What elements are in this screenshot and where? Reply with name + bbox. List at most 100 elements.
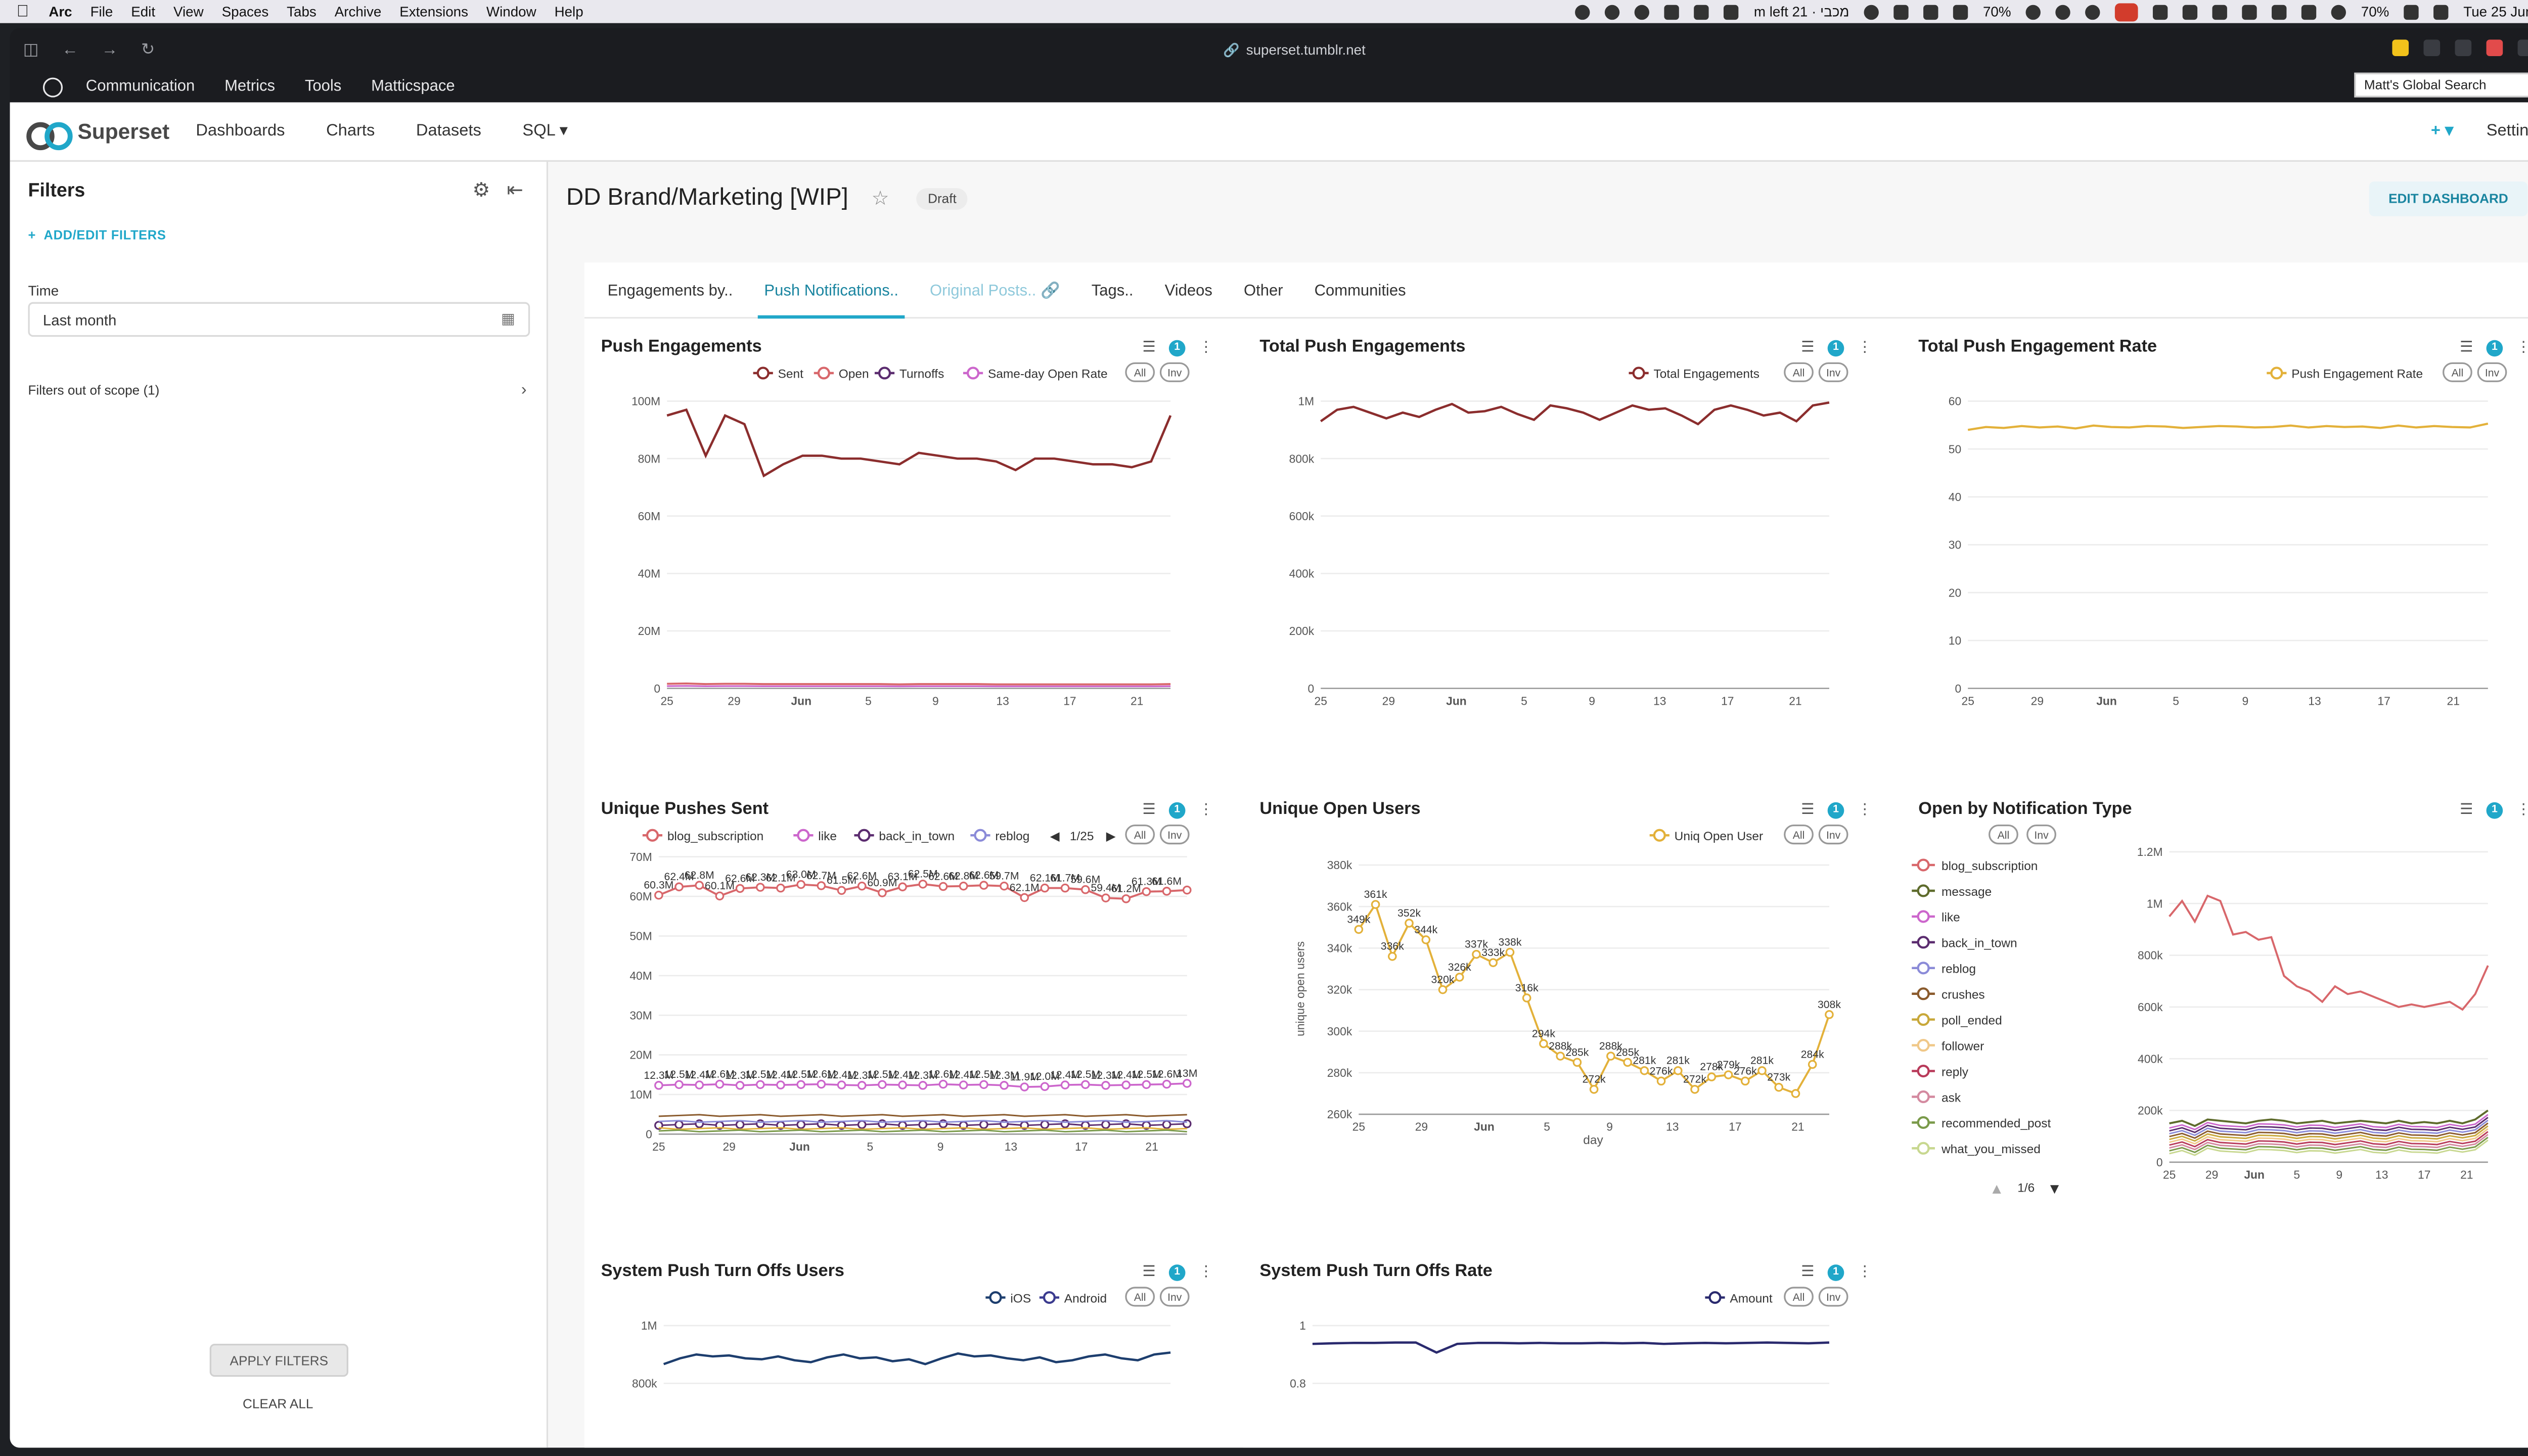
wifi-icon[interactable] (2331, 4, 2346, 19)
nav-datasets[interactable]: Datasets (416, 122, 481, 141)
menu-help[interactable]: Help (542, 3, 583, 20)
tab-communities[interactable]: Communities (1314, 282, 1406, 301)
extension-icon-1[interactable] (2392, 39, 2409, 57)
tray-icon-11[interactable] (2153, 4, 2168, 19)
filter-icon[interactable]: ☰ (2460, 338, 2473, 355)
filter-icon[interactable]: ☰ (2460, 800, 2473, 817)
new-plus-button[interactable]: + ▾ (2430, 122, 2454, 141)
filter-count-badge[interactable]: 1 (1827, 1263, 1844, 1281)
extension-icon-4[interactable] (2486, 39, 2503, 57)
back-icon[interactable]: ← (62, 40, 78, 59)
filter-icon[interactable]: ☰ (1801, 800, 1815, 817)
apply-filters-button[interactable]: APPLY FILTERS (209, 1343, 348, 1377)
filters-out-of-scope[interactable]: Filters out of scope (1) › (28, 381, 530, 399)
kebab-menu-icon[interactable]: ⋮ (1857, 800, 1872, 817)
input-source-icon[interactable] (2301, 4, 2317, 19)
kebab-menu-icon[interactable]: ⋮ (1198, 800, 1213, 817)
bookmark-tools[interactable]: Tools (304, 77, 342, 96)
nav-dashboards[interactable]: Dashboards (196, 122, 285, 141)
collapse-icon[interactable]: ⇤ (507, 178, 524, 202)
battery-icon[interactable] (2404, 4, 2419, 19)
tray-icon-5[interactable] (1724, 4, 1739, 19)
menu-archive[interactable]: Archive (322, 3, 382, 20)
tray-icon-4[interactable] (1664, 4, 1680, 19)
tab-original-posts[interactable]: Original Posts.. 🔗 (930, 262, 1060, 317)
control-center-icon[interactable] (2433, 4, 2449, 19)
menu-edit[interactable]: Edit (118, 3, 155, 20)
bluetooth-icon[interactable] (1694, 4, 1709, 19)
filter-count-badge[interactable]: 1 (2486, 801, 2503, 818)
bookmark-communication[interactable]: Communication (85, 77, 195, 96)
cloud-icon[interactable] (1864, 4, 1879, 19)
menu-extensions[interactable]: Extensions (387, 3, 468, 20)
kebab-menu-icon[interactable]: ⋮ (2516, 338, 2528, 356)
tray-icon-13[interactable] (2212, 4, 2228, 19)
tray-icon-12[interactable] (2183, 4, 2198, 19)
superset-logo[interactable]: Superset (26, 119, 169, 150)
filter-icon[interactable]: ☰ (1801, 1262, 1815, 1280)
url-bar[interactable]: 🔗 superset.tumblr.net (10, 41, 2528, 58)
filter-count-badge[interactable]: 1 (1827, 339, 1844, 356)
nav-sql[interactable]: SQL ▾ (522, 122, 568, 141)
bookmark-metrics[interactable]: Metrics (224, 77, 276, 96)
settings-menu[interactable]: Settings ▾ (2486, 122, 2528, 141)
filter-count-badge[interactable]: 1 (1827, 801, 1844, 818)
tray-icon-2[interactable] (1605, 4, 1620, 19)
extension-icon-2[interactable] (2423, 39, 2441, 57)
kebab-menu-icon[interactable]: ⋮ (1857, 338, 1872, 355)
tray-icon-3[interactable] (1635, 4, 1650, 19)
status-badge[interactable]: Draft (916, 188, 968, 210)
tray-icon-6[interactable] (1893, 4, 1909, 19)
filter-count-badge[interactable]: 1 (2486, 339, 2503, 356)
forward-icon[interactable]: → (101, 40, 118, 59)
tray-icon-9[interactable] (2025, 4, 2041, 19)
menu-clock[interactable]: Tue 25 Jun 14:39 (2463, 3, 2528, 20)
sidebar-toggle-icon[interactable]: ◫ (23, 40, 39, 59)
wordpress-icon[interactable] (42, 76, 63, 97)
tab-push-notifications[interactable]: Push Notifications.. (757, 262, 906, 319)
add-edit-filters-button[interactable]: + ADD/EDIT FILTERS (28, 228, 166, 243)
apple-icon[interactable]:  (17, 3, 29, 21)
tab-videos[interactable]: Videos (1164, 282, 1212, 301)
tray-icon-1[interactable] (1575, 4, 1591, 19)
filter-count-badge[interactable]: 1 (1168, 1263, 1186, 1281)
tray-calendar-text[interactable]: m left 21 · מכבי (1753, 3, 1849, 20)
edit-dashboard-button[interactable]: EDIT DASHBOARD (2369, 181, 2528, 216)
kebab-menu-icon[interactable]: ⋮ (2516, 801, 2528, 819)
filter-count-badge[interactable]: 1 (1168, 339, 1186, 356)
filter-count-badge[interactable]: 1 (1168, 801, 1186, 818)
extension-icon-5[interactable] (2517, 39, 2528, 57)
tab-engagements[interactable]: Engagements by.. (607, 282, 733, 301)
global-search-input[interactable]: Matt's Global Search (2354, 72, 2528, 98)
tab-tags[interactable]: Tags.. (1091, 282, 1134, 301)
filter-icon[interactable]: ☰ (1142, 1262, 1156, 1280)
dashboard-title[interactable]: DD Brand/Marketing [WIP] (566, 185, 848, 211)
reload-icon[interactable]: ↻ (141, 40, 155, 59)
bookmark-matticspace[interactable]: Matticspace (371, 77, 455, 96)
tray-icon-8[interactable] (1953, 4, 1968, 19)
menu-spaces[interactable]: Spaces (209, 3, 269, 20)
menu-view[interactable]: View (161, 3, 204, 20)
menu-file[interactable]: File (78, 3, 113, 20)
gear-icon[interactable]: ⚙ (472, 178, 490, 202)
extension-icon-3[interactable] (2455, 39, 2472, 57)
kebab-menu-icon[interactable]: ⋮ (1198, 1262, 1213, 1280)
star-icon[interactable]: ☆ (871, 186, 889, 210)
tray-icon-15[interactable] (2272, 4, 2287, 19)
time-filter-select[interactable]: Last month ▦ (28, 302, 530, 337)
clear-all-button[interactable]: CLEAR ALL (242, 1396, 313, 1412)
tray-icon-14[interactable] (2242, 4, 2258, 19)
nav-charts[interactable]: Charts (326, 122, 375, 141)
menu-app-name[interactable]: Arc (36, 3, 72, 20)
menu-window[interactable]: Window (474, 3, 536, 20)
tray-icon-7[interactable] (1923, 4, 1938, 19)
tray-icon-10[interactable] (2085, 4, 2100, 19)
microphone-icon[interactable] (2115, 2, 2138, 21)
kebab-menu-icon[interactable]: ⋮ (1857, 1262, 1872, 1280)
filter-icon[interactable]: ☰ (1142, 800, 1156, 817)
menu-tabs[interactable]: Tabs (274, 3, 317, 20)
kebab-menu-icon[interactable]: ⋮ (1198, 338, 1213, 355)
tab-other[interactable]: Other (1243, 282, 1283, 301)
clock-icon[interactable] (2055, 4, 2071, 19)
filter-icon[interactable]: ☰ (1142, 338, 1156, 355)
